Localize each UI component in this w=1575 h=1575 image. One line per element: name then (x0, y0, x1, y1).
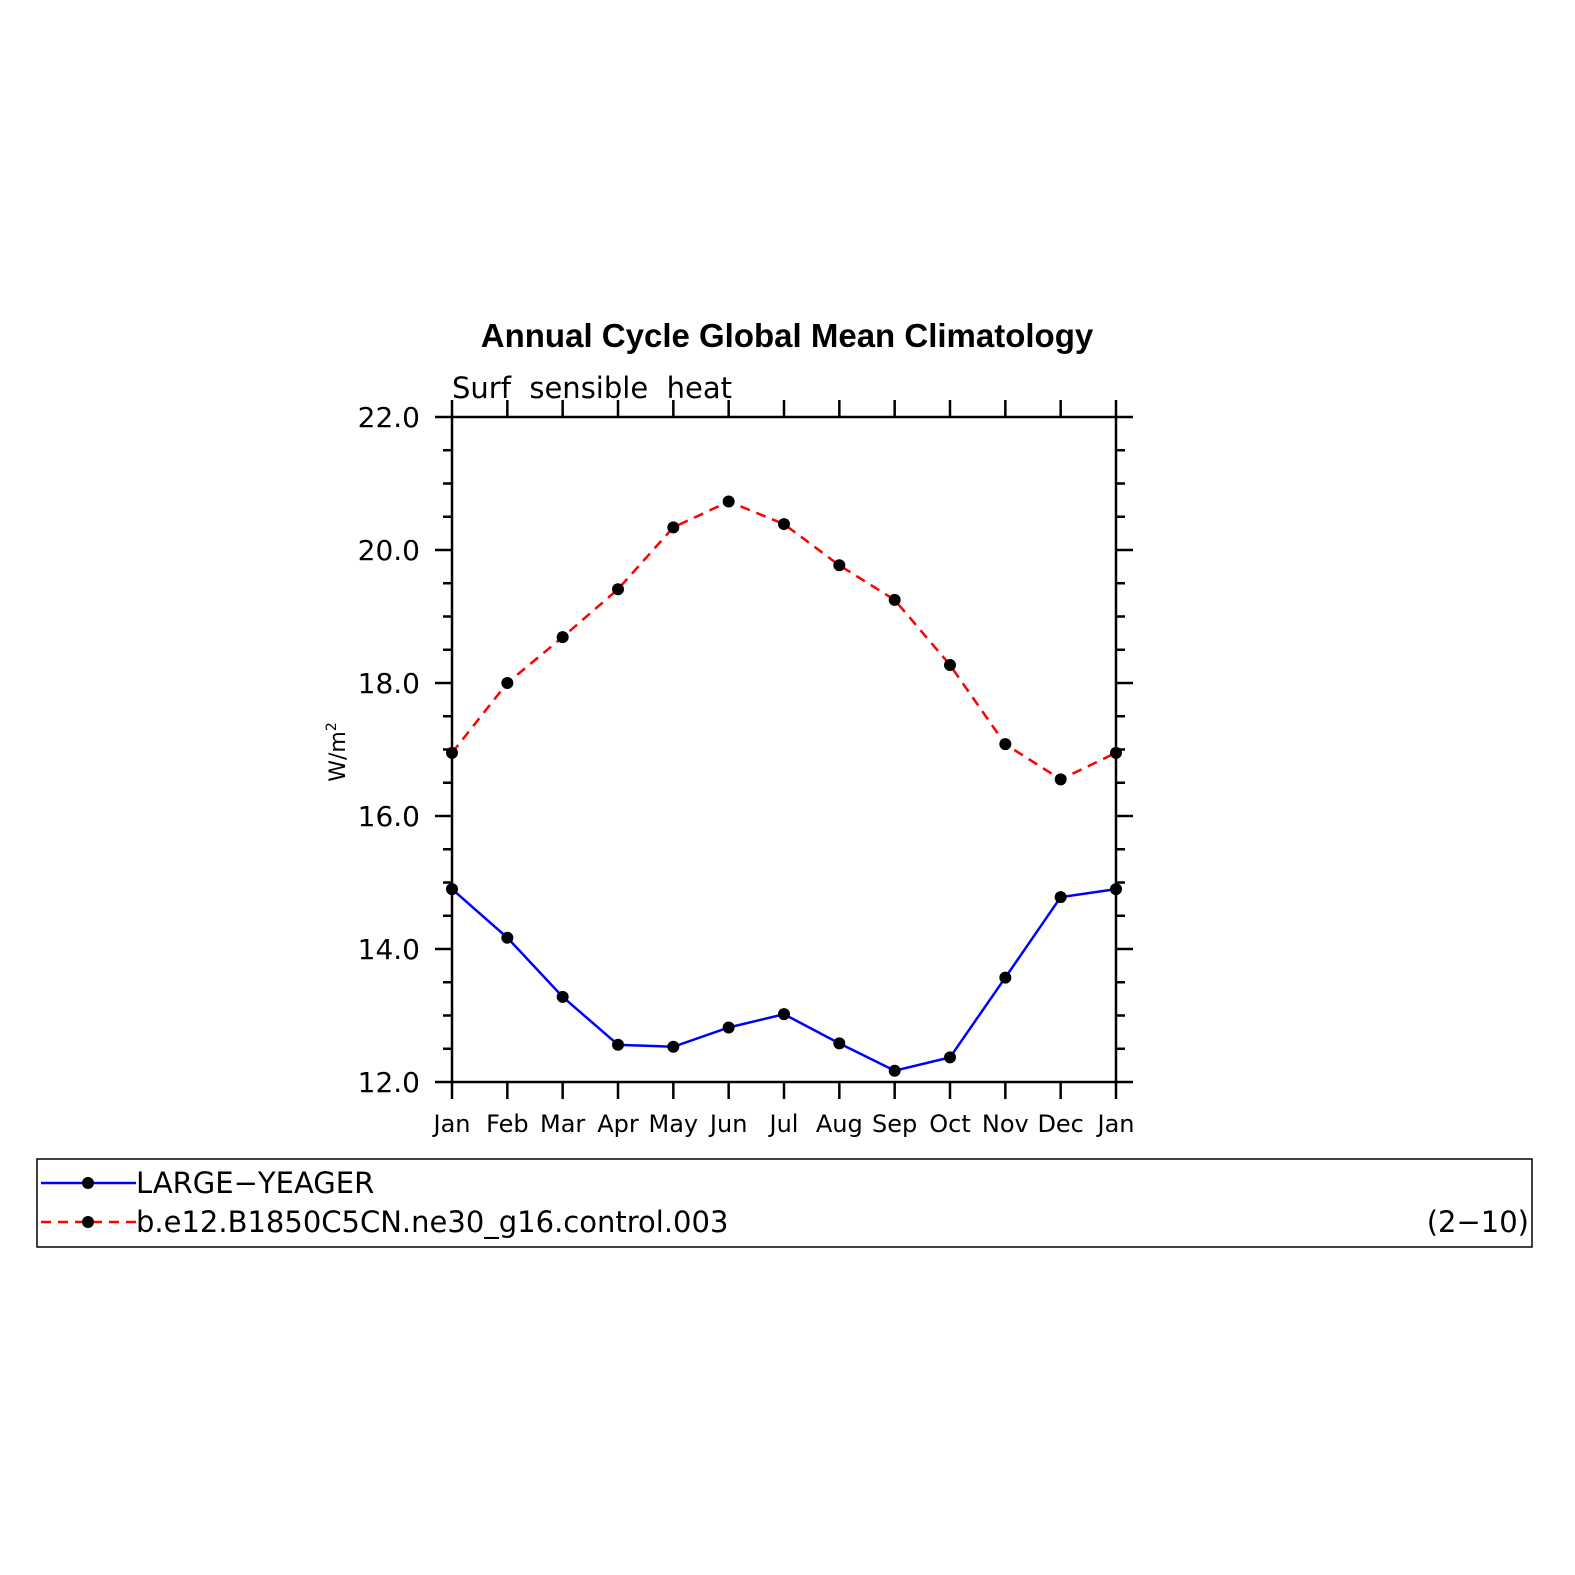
series-2 (446, 495, 1122, 786)
legend-marker (82, 1177, 94, 1189)
data-point (556, 990, 569, 1003)
legend: LARGE−YEAGER b.e12.B1850C5CN.ne30_g16.con… (41, 1166, 728, 1239)
data-point (888, 593, 901, 606)
x-tick-label: Feb (486, 1110, 529, 1138)
y-tick-label: 12.0 (358, 1066, 420, 1099)
y-tick-label: 22.0 (358, 401, 420, 434)
chart-subtitle: Surf sensible heat (452, 371, 732, 405)
data-point (612, 1038, 624, 1051)
y-tick-label: 18.0 (358, 667, 420, 700)
data-point (1054, 773, 1067, 786)
y-tick-label: 14.0 (358, 933, 420, 966)
data-point (778, 518, 790, 531)
series-line (451, 887, 1117, 1073)
data-point (778, 1008, 790, 1021)
data-point (667, 521, 680, 534)
x-tick-label: Sep (872, 1110, 917, 1138)
x-tick-label: Dec (1037, 1110, 1083, 1138)
data-point (501, 931, 514, 944)
data-point (446, 883, 458, 896)
data-point (888, 1064, 901, 1077)
legend-label: b.e12.B1850C5CN.ne30_g16.control.003 (136, 1205, 728, 1239)
data-point (833, 1037, 846, 1050)
x-tick-label: Jul (768, 1110, 799, 1138)
data-point (999, 738, 1012, 751)
data-point (446, 746, 458, 759)
y-axis-label-text: W/m (326, 731, 351, 782)
y-axis-label: W/m2 (324, 722, 351, 782)
y-tick-labels: 12.0 14.0 16.0 18.0 20.0 22.0 (358, 401, 420, 1099)
x-tick-label: Jan (432, 1110, 471, 1138)
data-point (1110, 883, 1122, 896)
data-point (1110, 746, 1122, 759)
x-tick-label: Nov (982, 1110, 1029, 1138)
plot-frame (450, 415, 1118, 1084)
data-point (999, 971, 1012, 984)
y-tick-label: 20.0 (358, 534, 420, 567)
series-layer (446, 495, 1122, 1077)
axis-ticks (435, 400, 1133, 1099)
y-axis-label-superscript: 2 (324, 722, 340, 731)
x-tick-label: Jun (708, 1110, 748, 1138)
legend-annotation: (2−10) (1427, 1205, 1529, 1239)
legend-box (36, 1158, 1533, 1248)
data-point (501, 677, 514, 689)
legend-label: LARGE−YEAGER (136, 1166, 374, 1200)
y-tick-label: 16.0 (358, 800, 420, 833)
chart-title: Annual Cycle Global Mean Climatology (481, 317, 1094, 354)
data-point (944, 659, 956, 672)
svg-text:W/m2: W/m2 (324, 722, 351, 782)
x-tick-label: Aug (816, 1110, 863, 1138)
x-tick-label: Oct (929, 1110, 971, 1138)
data-point (556, 631, 569, 644)
series-1 (446, 883, 1122, 1077)
x-tick-label: Mar (540, 1110, 585, 1138)
data-point (667, 1040, 680, 1053)
data-point (944, 1051, 956, 1064)
x-tick-label: May (649, 1110, 699, 1138)
legend-item: LARGE−YEAGER (41, 1166, 374, 1200)
series-line (451, 500, 1117, 781)
x-tick-label: Apr (597, 1110, 639, 1138)
data-point (833, 559, 846, 572)
legend-marker (82, 1216, 94, 1228)
data-point (722, 495, 735, 508)
data-point (1054, 891, 1067, 904)
data-point (722, 1021, 735, 1034)
x-tick-labels: Jan Feb Mar Apr May Jun Jul Aug Sep Oct Nov Dec Jan (432, 1110, 1135, 1138)
legend-item: b.e12.B1850C5CN.ne30_g16.control.003 (41, 1205, 728, 1239)
data-point (612, 583, 624, 596)
x-tick-label: Jan (1096, 1110, 1135, 1138)
